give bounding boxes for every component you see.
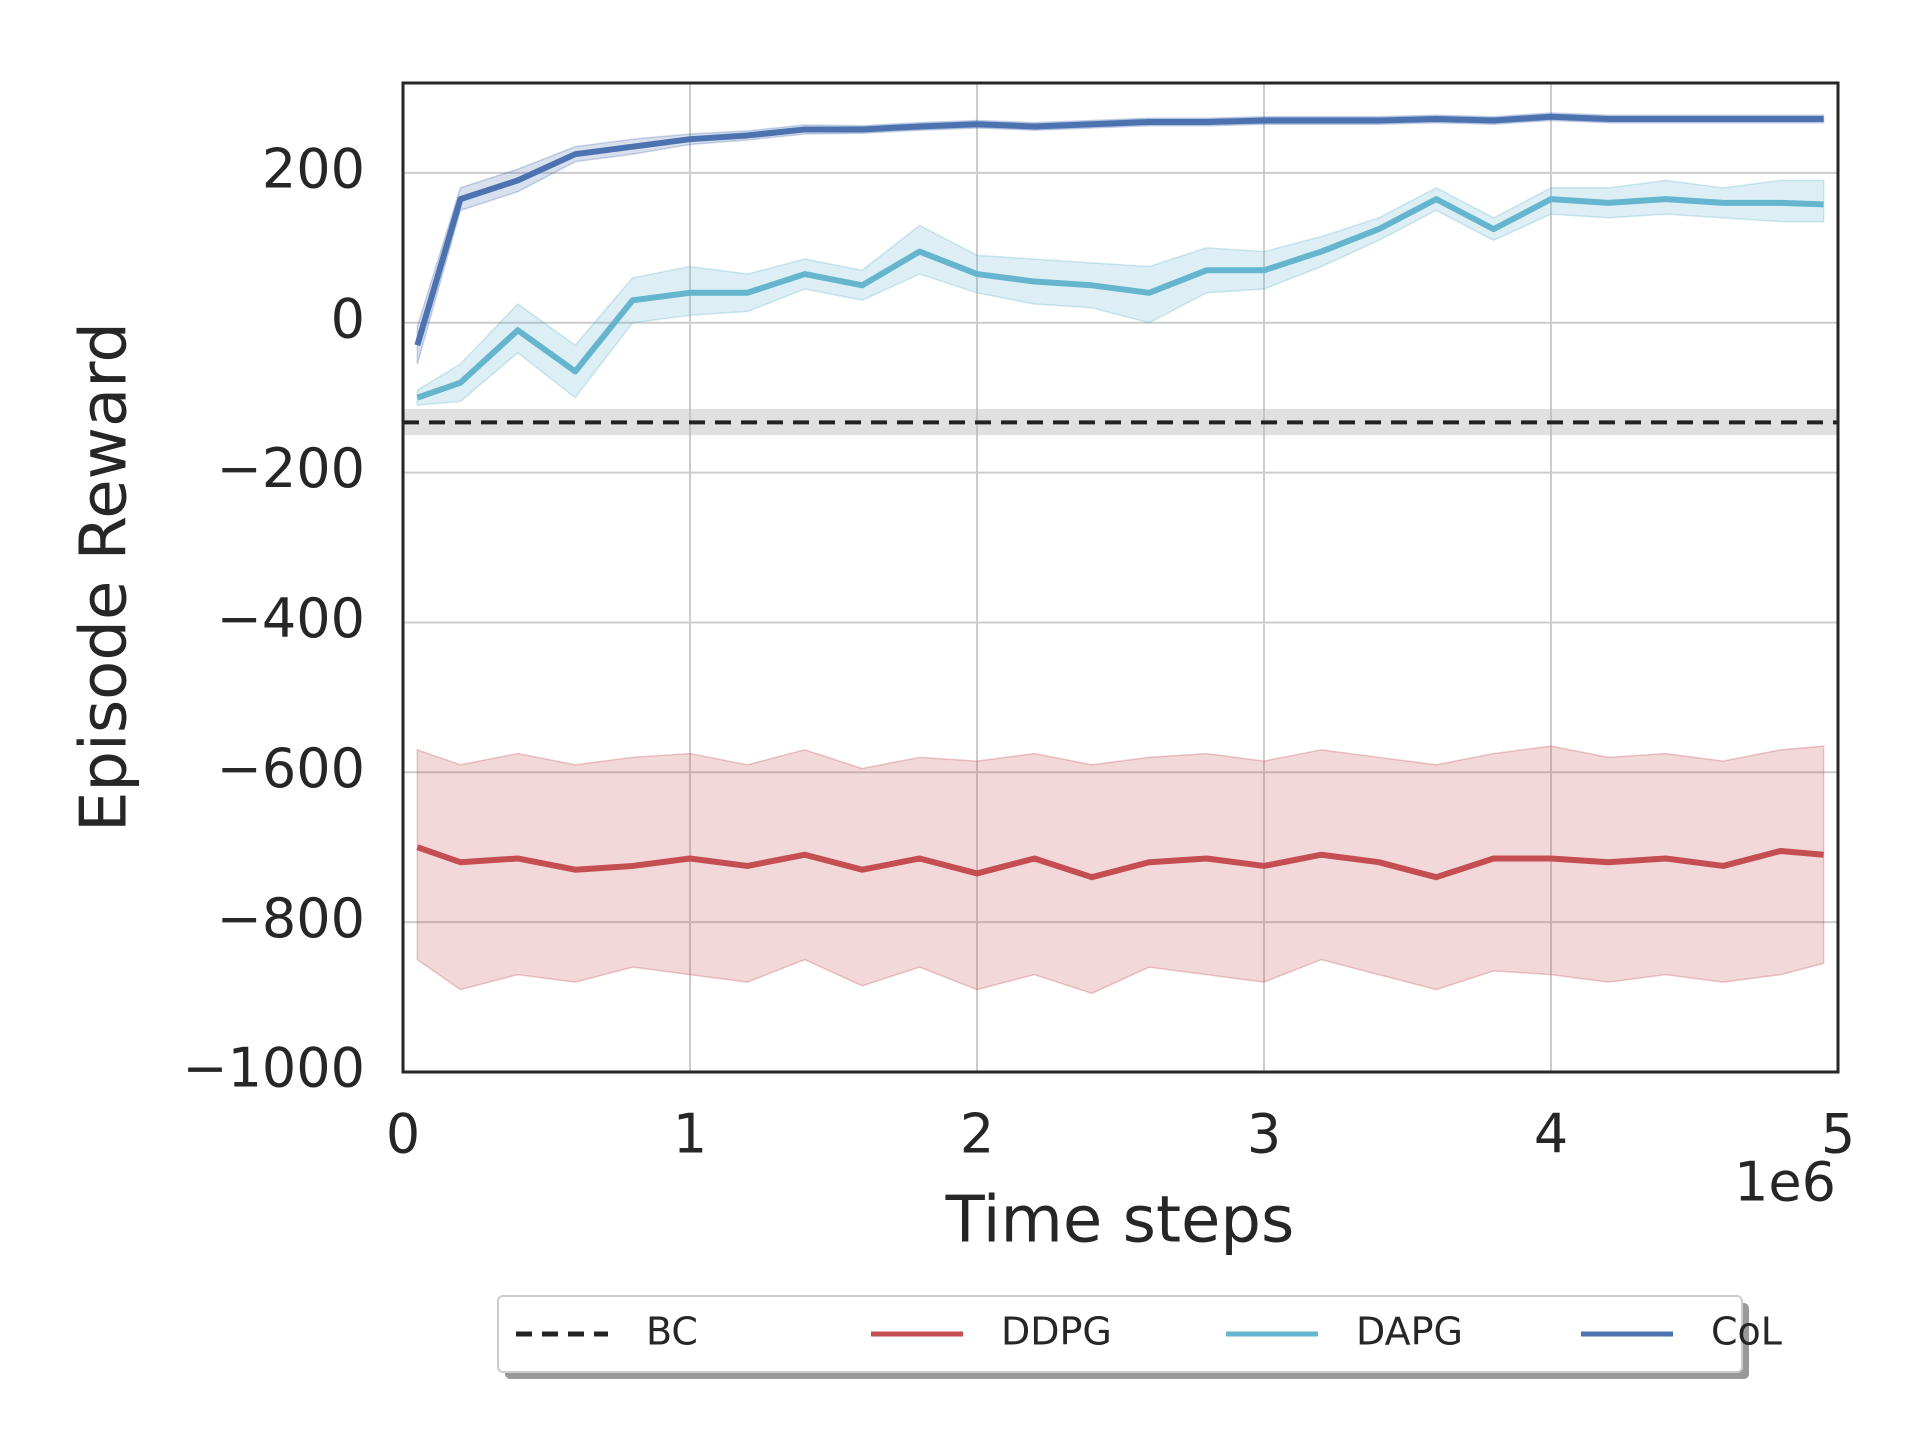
y-tick-label: −800 [217,887,365,950]
band [416,179,1825,406]
y-tick-label: 0 [331,287,365,350]
legend-label: DDPG [1001,1310,1112,1354]
x-tick-label: 3 [1247,1103,1281,1166]
series-line [414,113,1824,347]
x-tick-label: 2 [960,1103,994,1166]
legend-label: CoL [1711,1310,1782,1354]
y-axis-label: Episode Reward [68,322,142,832]
x-tick-label: 0 [386,1103,420,1166]
legend-label: BC [646,1310,698,1354]
x-axis-label: Time steps [945,1184,1295,1258]
x-tick-label: 4 [1534,1103,1568,1166]
x-tick-label: 1 [673,1103,707,1166]
y-tick-label: −200 [217,437,365,500]
y-tick-label: 200 [262,138,365,201]
band [416,112,1825,365]
y-tick-label: −600 [217,737,365,800]
series-line [416,844,1824,881]
plot-frame [401,81,1840,1074]
legend [497,1295,1743,1373]
x-offset-label: 1e6 [1734,1151,1836,1214]
x-tick-label: 5 [1821,1103,1855,1166]
legend-label: DAPG [1356,1310,1463,1354]
series-line [416,196,1824,401]
y-tick-label: −400 [217,587,365,650]
y-tick-label: −1000 [182,1037,365,1100]
